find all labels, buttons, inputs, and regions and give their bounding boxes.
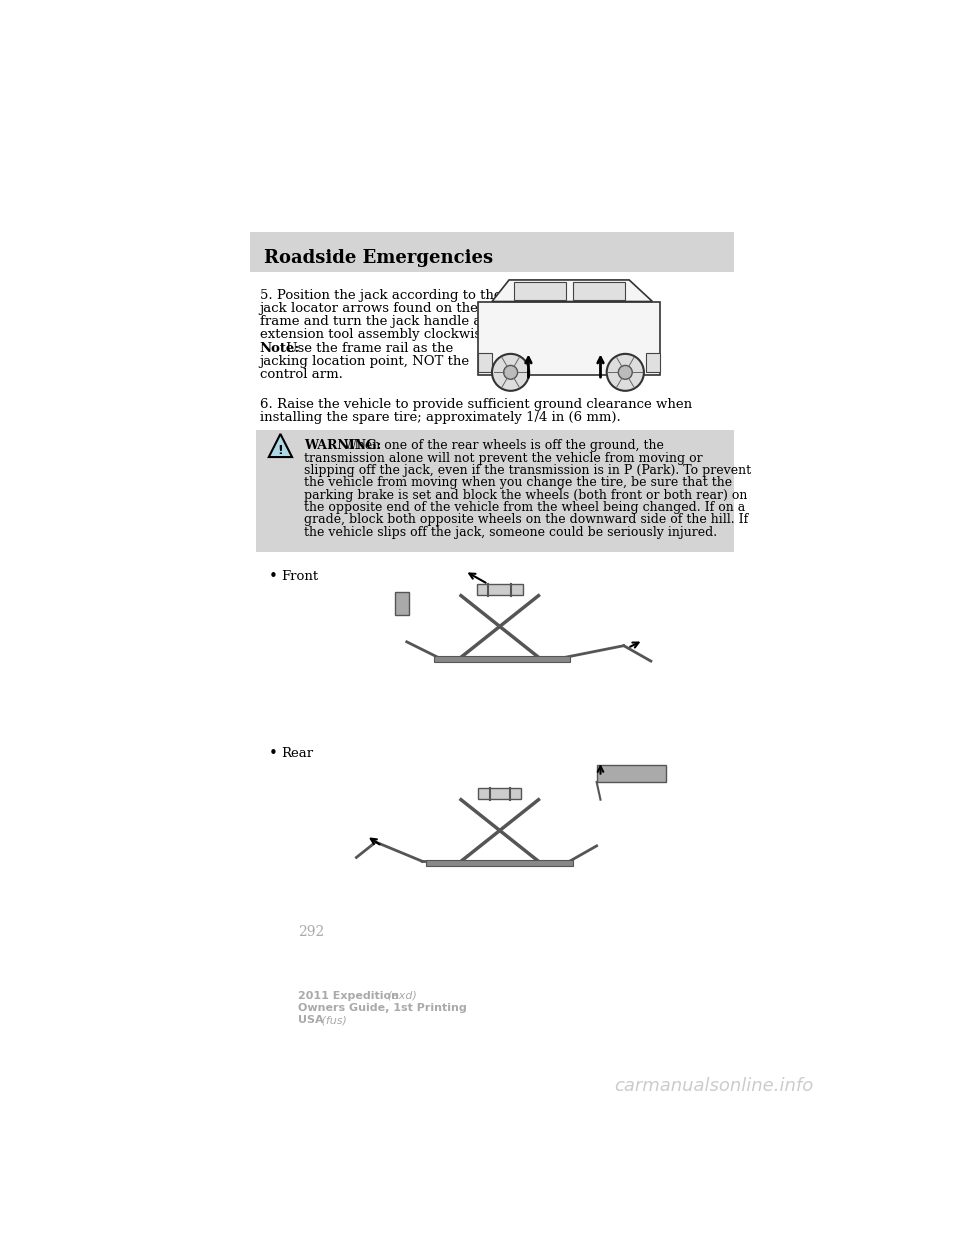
Text: 5. Position the jack according to the: 5. Position the jack according to the [259, 289, 501, 302]
Text: transmission alone will not prevent the vehicle from moving or: transmission alone will not prevent the … [304, 452, 703, 465]
Text: 2011 Expedition: 2011 Expedition [299, 991, 399, 1001]
Bar [646, 353, 660, 373]
Text: Owners Guide, 1st Printing: Owners Guide, 1st Printing [299, 1004, 467, 1013]
Text: When one of the rear wheels is off the ground, the: When one of the rear wheels is off the g… [341, 440, 664, 452]
Circle shape [618, 365, 633, 379]
Bar [476, 584, 523, 595]
Text: parking brake is set and block the wheels (both front or both rear) on: parking brake is set and block the wheel… [304, 488, 748, 502]
Bar [426, 859, 573, 866]
Text: slipping off the jack, even if the transmission is in P (Park). To prevent: slipping off the jack, even if the trans… [304, 465, 752, 477]
Text: •: • [269, 745, 277, 761]
Bar [596, 765, 666, 782]
Text: control arm.: control arm. [259, 368, 343, 381]
Text: (exd): (exd) [383, 991, 417, 1001]
Bar [255, 430, 733, 551]
Text: 292: 292 [299, 925, 324, 939]
Text: Roadside Emergencies: Roadside Emergencies [264, 248, 493, 267]
Text: carmanualsonline.info: carmanualsonline.info [614, 1077, 814, 1094]
Circle shape [492, 354, 529, 391]
Text: Note:: Note: [259, 342, 300, 354]
Text: USA: USA [299, 1015, 324, 1026]
Text: grade, block both opposite wheels on the downward side of the hill. If: grade, block both opposite wheels on the… [304, 513, 749, 527]
Text: frame and turn the jack handle and: frame and turn the jack handle and [259, 315, 498, 328]
Bar [572, 282, 625, 301]
Bar [478, 302, 660, 375]
Text: 6. Raise the vehicle to provide sufficient ground clearance when: 6. Raise the vehicle to provide sufficie… [259, 397, 691, 411]
Bar [478, 789, 521, 799]
Circle shape [607, 354, 644, 391]
Bar [251, 232, 733, 272]
Text: jacking location point, NOT the: jacking location point, NOT the [259, 355, 469, 368]
Polygon shape [269, 433, 292, 457]
Bar [514, 282, 566, 301]
Text: (fus): (fus) [319, 1015, 348, 1026]
Text: the opposite end of the vehicle from the wheel being changed. If on a: the opposite end of the vehicle from the… [304, 501, 746, 514]
Text: Rear: Rear [281, 748, 313, 760]
Text: jack locator arrows found on the: jack locator arrows found on the [259, 302, 478, 315]
Text: the vehicle from moving when you change the tire, be sure that the: the vehicle from moving when you change … [304, 476, 732, 489]
Text: •: • [269, 569, 277, 584]
Text: the vehicle slips off the jack, someone could be seriously injured.: the vehicle slips off the jack, someone … [304, 525, 717, 539]
Polygon shape [492, 279, 653, 302]
Bar [478, 353, 492, 373]
Text: installing the spare tire; approximately 1/4 in (6 mm).: installing the spare tire; approximately… [259, 411, 620, 424]
Text: Front: Front [281, 570, 319, 584]
Text: !: ! [277, 443, 283, 457]
Circle shape [504, 365, 517, 379]
Bar [434, 656, 569, 662]
Text: extension tool assembly clockwise.: extension tool assembly clockwise. [259, 328, 492, 342]
Text: WARNING:: WARNING: [304, 440, 382, 452]
Text: Use the frame rail as the: Use the frame rail as the [281, 342, 453, 354]
Bar [396, 591, 409, 615]
